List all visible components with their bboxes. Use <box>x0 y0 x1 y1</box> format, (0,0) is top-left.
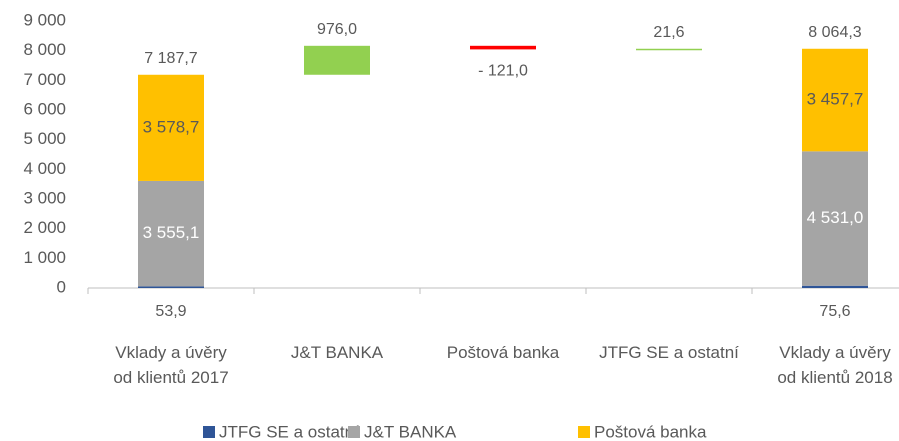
y-tick-label: 9 000 <box>23 10 66 29</box>
y-tick-label: 2 000 <box>23 218 66 237</box>
legend-swatch <box>578 426 590 438</box>
change-label: 21,6 <box>653 24 684 41</box>
change-bar <box>636 48 702 51</box>
legend-label: Poštová banka <box>594 422 707 441</box>
y-tick-label: 7 000 <box>23 70 66 89</box>
legend-swatch <box>348 426 360 438</box>
y-tick-label: 1 000 <box>23 248 66 267</box>
y-tick-label: 6 000 <box>23 99 66 118</box>
bar-segment <box>138 74 204 181</box>
data-label: 53,9 <box>155 303 186 320</box>
bar-segment <box>138 180 204 287</box>
x-tick-label: Vklady a úvěry od klientů 2018 <box>777 343 893 387</box>
data-label: 3 457,7 <box>807 90 864 109</box>
y-tick-label: 5 000 <box>23 129 66 148</box>
data-label: 75,6 <box>819 303 850 320</box>
x-tick-label: JTFG SE a ostatní <box>599 343 739 362</box>
data-label: 3 578,7 <box>143 117 200 136</box>
bar-segment <box>802 151 868 286</box>
legend-swatch <box>203 426 215 438</box>
legend-label: JTFG SE a ostatní <box>219 422 359 441</box>
y-tick-label: 0 <box>57 277 66 296</box>
data-label: 3 555,1 <box>143 223 200 242</box>
bar-segment <box>802 48 868 152</box>
y-tick-label: 3 000 <box>23 188 66 207</box>
change-bar <box>470 45 536 50</box>
data-label: 4 531,0 <box>807 208 864 227</box>
legend-label: J&T BANKA <box>364 422 457 441</box>
x-tick-label: J&T BANKA <box>290 343 384 362</box>
x-tick-label: Vklady a úvěry od klientů 2017 <box>113 343 229 387</box>
y-tick-label: 8 000 <box>23 40 66 59</box>
change-label: - 121,0 <box>478 63 528 80</box>
x-tick-label: Poštová banka <box>446 343 560 362</box>
total-label: 7 187,7 <box>144 50 197 67</box>
total-label: 8 064,3 <box>808 24 861 41</box>
bar-segment <box>138 286 204 288</box>
bar-segment <box>802 285 868 288</box>
y-tick-label: 4 000 <box>23 159 66 178</box>
change-label: 976,0 <box>317 21 357 38</box>
change-bar <box>304 45 370 75</box>
